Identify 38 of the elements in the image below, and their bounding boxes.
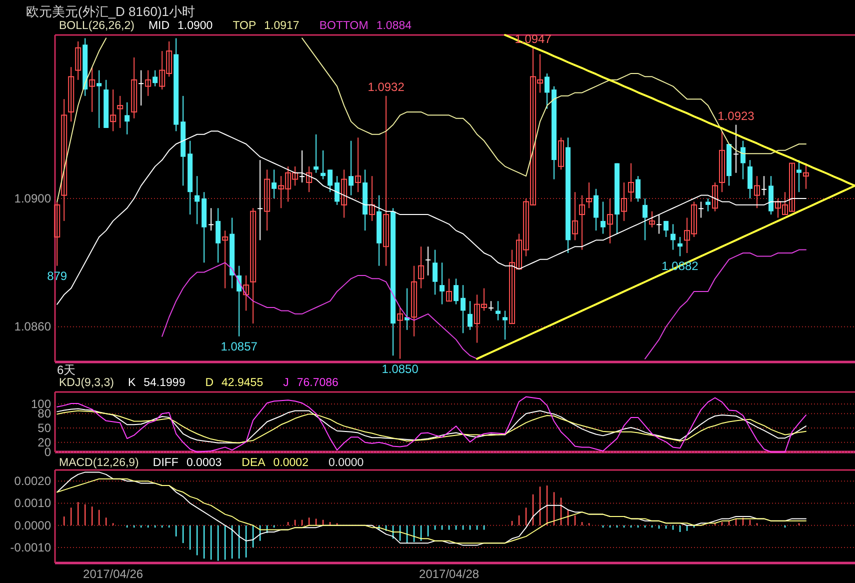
- y-tick-label: 1.0900: [14, 192, 52, 206]
- y-tick-label: 0.0020: [14, 474, 52, 488]
- annotation: 1.0932: [368, 80, 405, 94]
- annotation: 1.0947: [514, 32, 552, 46]
- text: 0.0003: [186, 457, 222, 469]
- text: 54.1999: [144, 377, 186, 389]
- annotation: 1.0850: [382, 362, 419, 376]
- annotation: 1.0857: [220, 339, 258, 354]
- text: 6天: [57, 363, 76, 377]
- text: 1.0884: [376, 20, 412, 32]
- text: TOP: [232, 20, 256, 32]
- text: DEA: [242, 457, 266, 469]
- x-tick-label: 2017/04/26: [83, 567, 144, 581]
- chart-title: KDJ(9,3,3): [59, 377, 114, 389]
- text: BOTTOM: [319, 20, 368, 32]
- y-tick-label: -0.0010: [10, 540, 52, 554]
- y-tick-label: 50: [38, 421, 52, 435]
- chart-subtitle: BOLL(26,26,2): [59, 20, 135, 32]
- chart-title: MACD(12,26,9): [59, 457, 140, 469]
- text: 0.0002: [273, 457, 308, 469]
- x-tick-label: 2017/04/28: [419, 567, 480, 581]
- y-tick-label: 1.0860: [14, 320, 52, 334]
- text: 1.0900: [178, 20, 213, 32]
- text: 0.0000: [328, 457, 364, 469]
- series-label: J: [283, 377, 289, 389]
- text: K: [128, 377, 136, 389]
- text: MID: [148, 20, 170, 32]
- chart-title: 欧元美元(外汇_D 8160)1小时: [26, 4, 196, 19]
- y-tick-label: 0.0000: [14, 518, 52, 532]
- text: 1.0917: [264, 20, 300, 32]
- text: 42.9455: [222, 377, 264, 389]
- text: D: [205, 377, 214, 389]
- y-tick-label: 0.0010: [14, 496, 52, 510]
- text: 76.7086: [296, 377, 338, 389]
- series-label: DIFF: [152, 457, 178, 469]
- y-tick-label: 0: [44, 445, 52, 459]
- annotation: 1.0923: [718, 108, 755, 123]
- y-tick-label: 80: [38, 406, 52, 421]
